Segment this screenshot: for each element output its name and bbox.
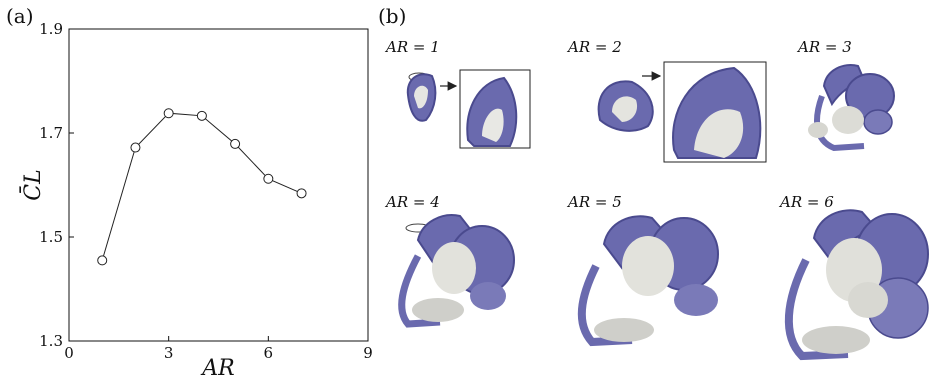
y-tick-label: 1.9 bbox=[39, 20, 63, 38]
lift-coefficient-chart: 0 3 6 9 1.3 1.5 1.7 1.9 AR C̄L bbox=[19, 20, 373, 381]
y-axis-label: C̄L bbox=[19, 169, 46, 200]
data-point bbox=[263, 173, 274, 184]
case-label-ar2: AR = 2 bbox=[568, 38, 622, 56]
data-point bbox=[196, 110, 207, 121]
vortex-render-ar2 bbox=[597, 61, 767, 163]
data-point bbox=[230, 138, 241, 149]
y-tick-label: 1.5 bbox=[39, 228, 63, 246]
vortex-render-ar1 bbox=[406, 69, 531, 149]
vortex-visualizations bbox=[398, 61, 929, 361]
vortex-render-ar3 bbox=[808, 64, 895, 152]
data-point bbox=[163, 108, 174, 119]
case-label-ar5: AR = 5 bbox=[568, 193, 622, 211]
case-label-ar3: AR = 3 bbox=[798, 38, 852, 56]
plot-frame bbox=[68, 28, 369, 342]
x-tick-label: 6 bbox=[264, 344, 274, 362]
case-label-ar4: AR = 4 bbox=[386, 193, 440, 211]
case-label-ar1: AR = 1 bbox=[386, 38, 440, 56]
data-line bbox=[101, 112, 302, 261]
data-point bbox=[296, 188, 307, 199]
panel-a-label: (a) bbox=[6, 4, 34, 28]
panel-b-label: (b) bbox=[378, 4, 407, 28]
vortex-render-ar6 bbox=[784, 209, 929, 361]
y-tick-label: 1.3 bbox=[39, 332, 63, 350]
x-tick-label: 9 bbox=[363, 344, 373, 362]
vortex-render-ar5 bbox=[577, 215, 719, 347]
x-axis-label: AR bbox=[200, 356, 234, 381]
x-tick-label: 0 bbox=[64, 344, 74, 362]
data-point bbox=[130, 142, 141, 153]
case-label-ar6: AR = 6 bbox=[780, 193, 834, 211]
y-tick-label: 1.7 bbox=[39, 124, 63, 142]
x-tick-label: 3 bbox=[164, 344, 174, 362]
vortex-render-ar4 bbox=[398, 214, 515, 328]
data-point bbox=[97, 255, 108, 266]
